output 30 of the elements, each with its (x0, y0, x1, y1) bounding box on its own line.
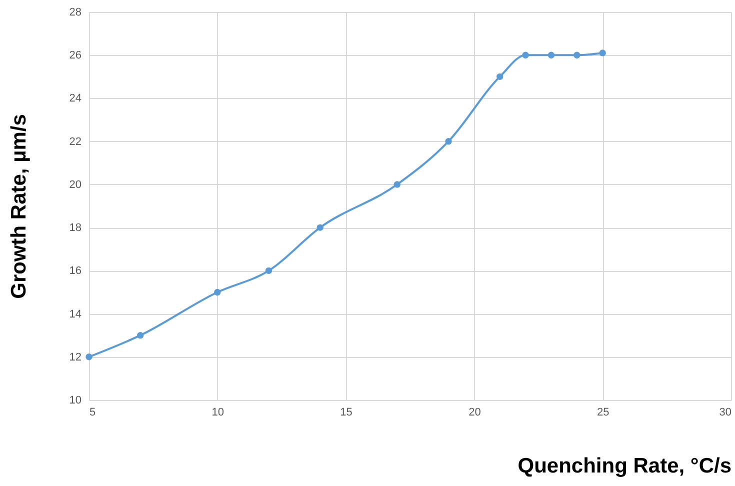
point (574, 52, 580, 58)
x-tick-label: 5 (90, 406, 96, 418)
point (86, 354, 92, 360)
point (137, 332, 144, 339)
x-tick-label: 15 (340, 406, 352, 418)
y-tick-label: 26 (69, 50, 82, 62)
y-tick-label: 24 (69, 92, 82, 105)
x-tick-label: 20 (468, 406, 481, 418)
point (394, 181, 401, 188)
point (522, 52, 529, 58)
y-axis-title: Growth Rate, µm/s (7, 114, 30, 299)
point (214, 288, 221, 296)
y-tick-label: 16 (69, 265, 82, 278)
point (599, 50, 606, 56)
point (496, 73, 504, 80)
y-tick-label: 10 (69, 394, 82, 406)
point (316, 224, 324, 231)
x-tick-label: 25 (596, 406, 610, 418)
y-tick-label: 20 (69, 178, 82, 191)
y-tick-label: 28 (69, 6, 82, 18)
y-tick-label: 12 (69, 351, 82, 364)
x-tick-label: 10 (212, 406, 224, 418)
x-tick-label: 30 (719, 406, 732, 418)
y-tick-label: 14 (69, 308, 82, 320)
point (445, 138, 452, 145)
point (548, 52, 555, 58)
y-tick-label: 18 (69, 222, 82, 234)
point (265, 267, 272, 274)
x-axis-title: Quenching Rate, °C/s (518, 454, 732, 478)
y-tick-label: 22 (69, 136, 82, 148)
